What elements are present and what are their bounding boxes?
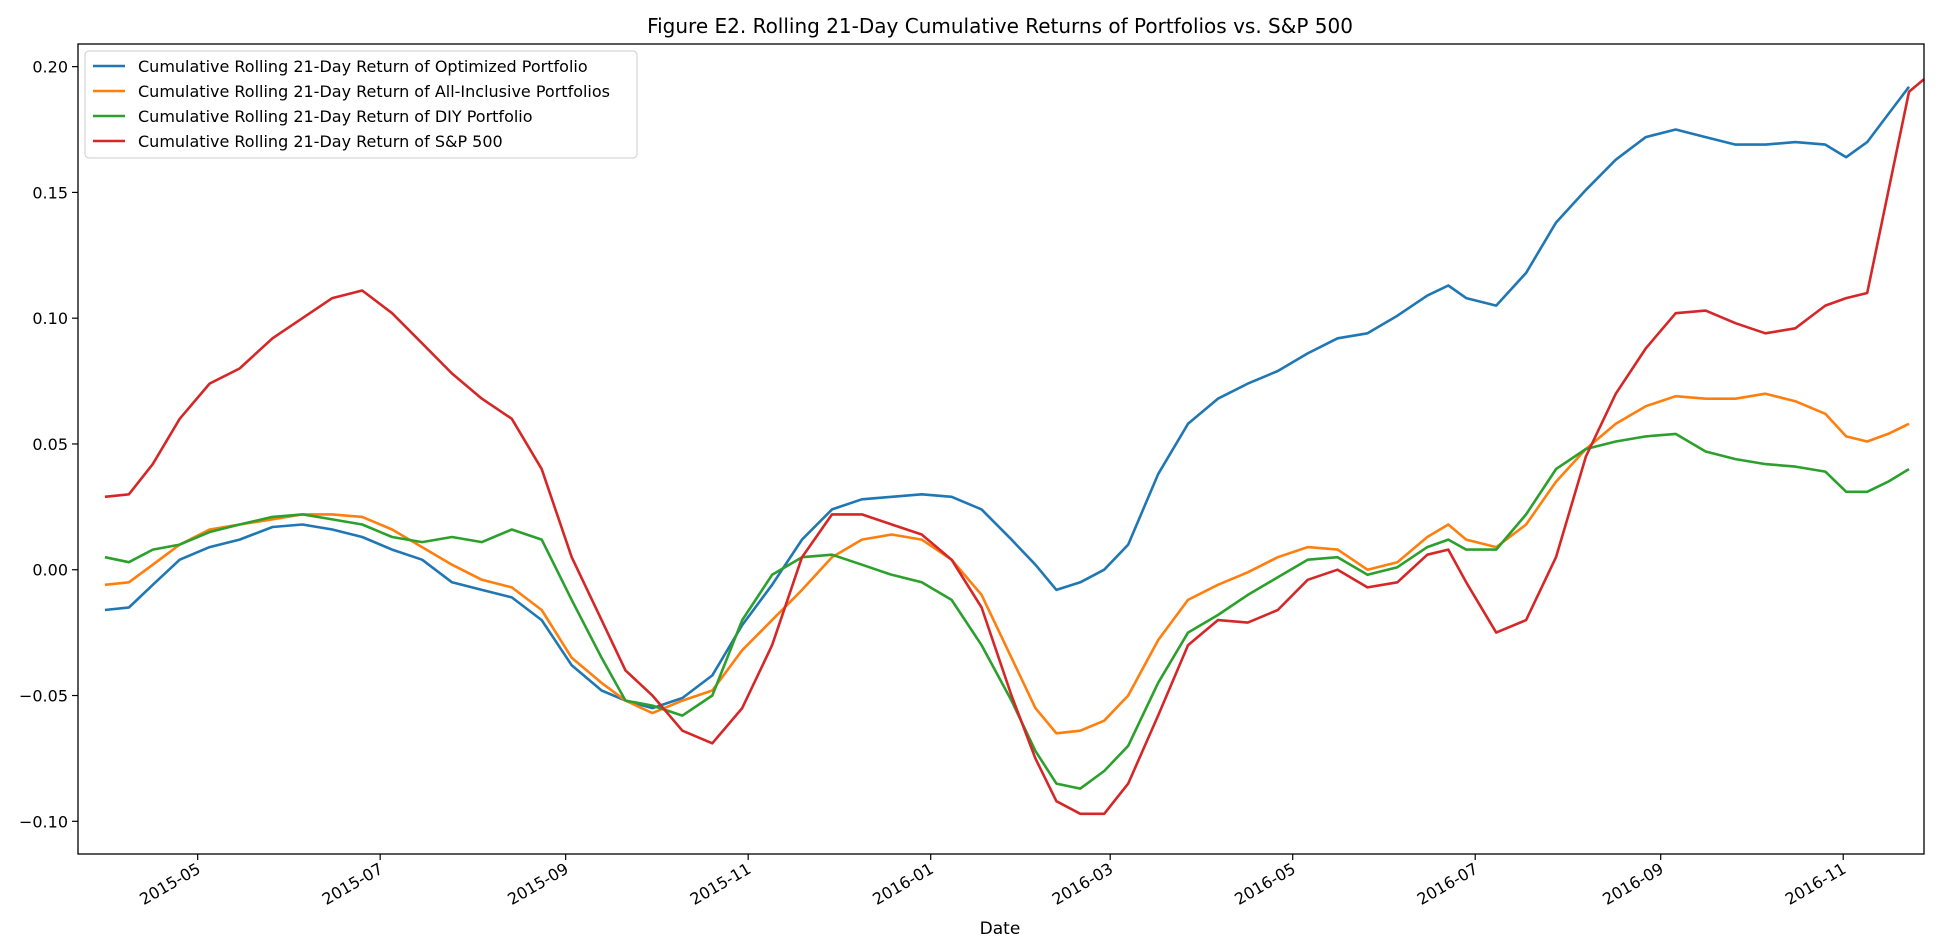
x-tick-label: 2015-07 <box>319 859 386 909</box>
series-line-3 <box>104 432 1910 790</box>
y-tick-label: 0.00 <box>32 561 68 580</box>
y-tick-label: −0.10 <box>19 812 68 831</box>
y-axis: 0.20 0.15 0.10 0.05 0.00 −0.05 −0.10 <box>19 58 78 831</box>
x-tick-label: 2016-07 <box>1414 859 1481 909</box>
plot-frame <box>77 43 1925 855</box>
chart-title: Figure E2. Rolling 21-Day Cumulative Ret… <box>647 14 1353 38</box>
x-tick-label: 2015-05 <box>136 859 203 909</box>
legend: Cumulative Rolling 21-Day Return of Opti… <box>84 50 638 159</box>
x-tick-label: 2016-09 <box>1599 859 1666 909</box>
legend-label: Cumulative Rolling 21-Day Return of Opti… <box>138 57 588 76</box>
x-tick-label: 2016-01 <box>869 859 936 909</box>
y-tick-label: 0.10 <box>32 309 68 328</box>
x-axis-label: Date <box>980 919 1021 939</box>
legend-label: Cumulative Rolling 21-Day Return of All-… <box>138 82 610 101</box>
x-tick-label: 2016-05 <box>1231 859 1298 909</box>
legend-label: Cumulative Rolling 21-Day Return of DIY … <box>138 107 533 126</box>
x-tick-label: 2016-03 <box>1049 859 1116 909</box>
x-tick-label: 2015-11 <box>687 859 754 909</box>
series-line-1 <box>104 86 1911 710</box>
y-tick-label: 0.20 <box>32 58 68 77</box>
legend-label: Cumulative Rolling 21-Day Return of S&P … <box>138 132 503 151</box>
y-tick-label: −0.05 <box>19 687 68 706</box>
y-tick-label: 0.15 <box>32 183 68 202</box>
plot-lines <box>104 78 1925 816</box>
y-tick-label: 0.05 <box>32 435 68 454</box>
x-axis: 2015-05 2015-07 2015-09 2015-11 2016-01 2016-… <box>136 854 1849 909</box>
x-tick-label: 2016-11 <box>1782 859 1849 909</box>
legend-box <box>84 50 638 159</box>
series-line-4 <box>104 78 1925 816</box>
x-tick-label: 2015-09 <box>504 859 571 909</box>
